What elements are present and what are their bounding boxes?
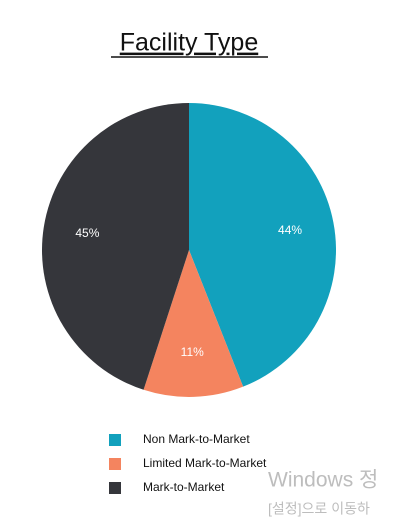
slice-label: 45% — [75, 226, 99, 240]
legend-swatch — [109, 458, 121, 470]
pie-slice — [143, 250, 244, 397]
legend-label: Mark-to-Market — [143, 480, 225, 494]
legend-label: Limited Mark-to-Market — [143, 456, 267, 470]
legend-swatch — [109, 482, 121, 494]
watermark-line2: [설정]으로 이동하 — [268, 501, 370, 517]
chart-title: Facility Type — [120, 29, 258, 57]
watermark-line1: Windows 정 — [268, 469, 378, 492]
legend-label: Non Mark-to-Market — [143, 432, 250, 446]
pie-slice — [189, 103, 336, 387]
slice-label: 44% — [278, 223, 302, 237]
legend-swatch — [109, 434, 121, 446]
slice-label: 11% — [181, 345, 204, 359]
pie-slice — [42, 103, 190, 390]
